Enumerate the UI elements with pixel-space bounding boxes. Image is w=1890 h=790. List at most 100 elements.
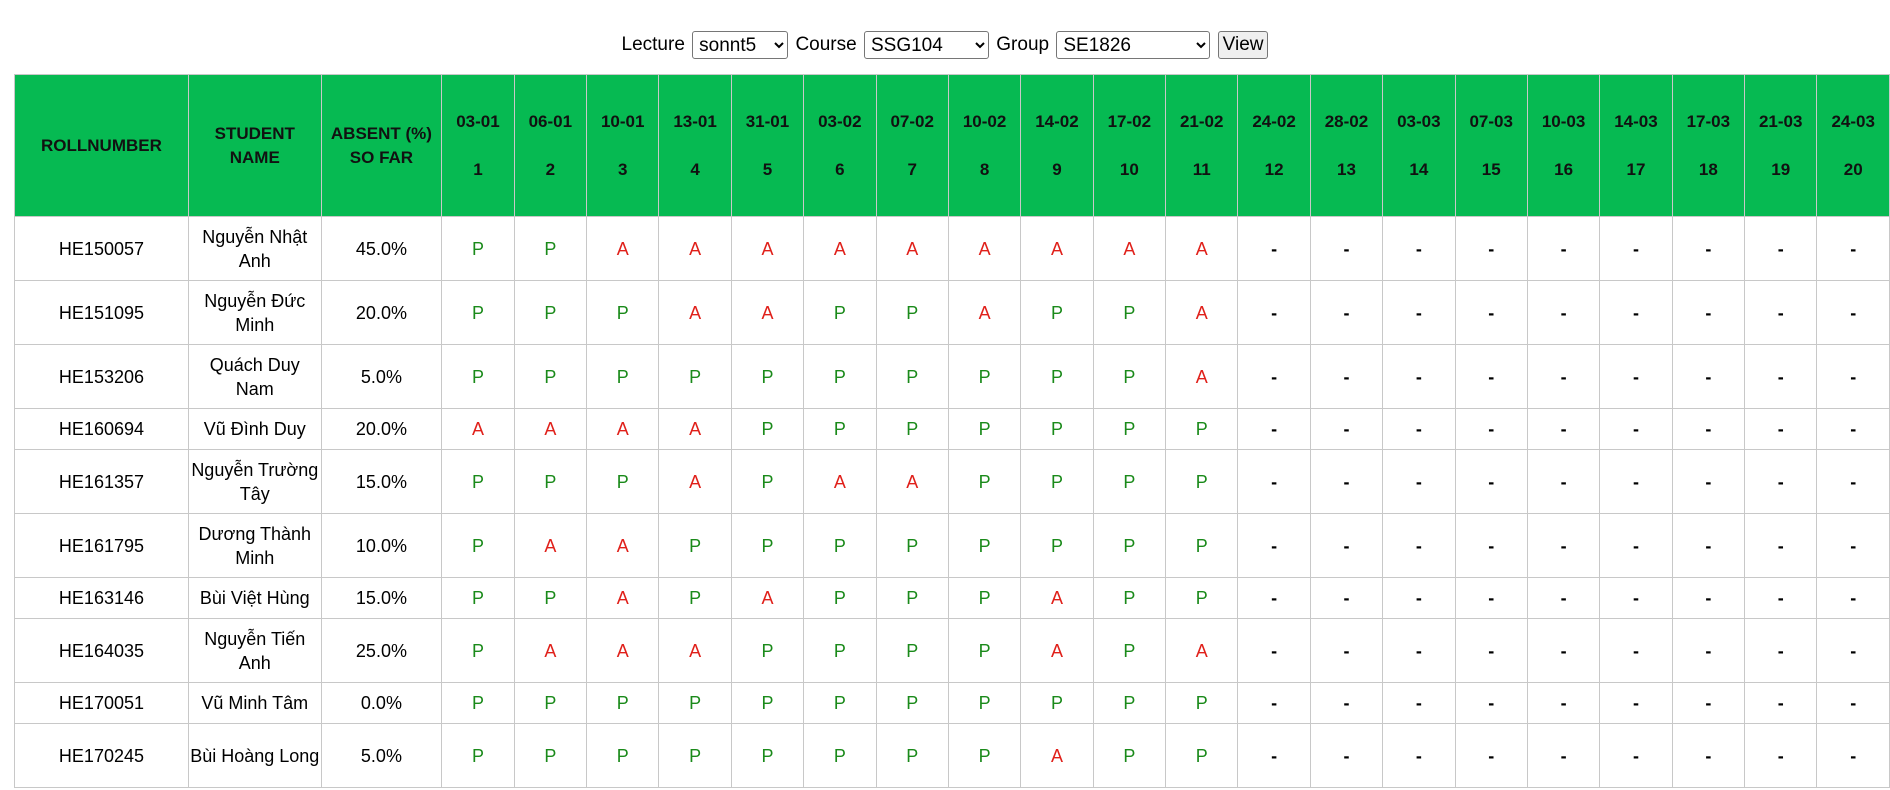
- attendance-cell: P: [947, 577, 1022, 619]
- table-row: HE164035 Nguyễn Tiến Anh 25.0% P A A A P P P P A P A -…: [14, 618, 1890, 683]
- session-date: 03-02: [818, 111, 862, 131]
- attendance-cell: P: [730, 344, 805, 409]
- course-select[interactable]: SSG104: [863, 31, 989, 59]
- attendance-cell: P: [803, 513, 877, 578]
- attendance-cell: -: [1454, 577, 1528, 619]
- session-date: 24-02: [1252, 111, 1296, 131]
- session-number: 3: [617, 159, 628, 179]
- roll-number-cell: HE161357: [14, 449, 189, 514]
- table-row: HE170051 Vũ Minh Tâm 0.0% P P P P P P P P P P P - - - - - -…: [14, 682, 1890, 724]
- attendance-cell: -: [1382, 408, 1456, 450]
- attendance-cell: -: [1454, 449, 1528, 514]
- attendance-cell: -: [1526, 682, 1601, 724]
- attendance-cell: A: [658, 280, 732, 345]
- attendance-cell: -: [1382, 344, 1456, 409]
- header-session: 03-01 1: [441, 74, 515, 217]
- attendance-cell: -: [1526, 408, 1601, 450]
- session-date: 10-03: [1541, 111, 1586, 131]
- attendance-cell: A: [513, 408, 588, 450]
- attendance-cell: -: [1526, 723, 1601, 788]
- session-number: 15: [1481, 159, 1501, 179]
- session-date: 03-01: [456, 111, 500, 131]
- session-number: 2: [545, 159, 556, 179]
- session-date: 03-03: [1397, 111, 1441, 131]
- attendance-cell: -: [1744, 216, 1818, 281]
- attendance-cell: A: [586, 577, 660, 619]
- attendance-cell: -: [1237, 513, 1311, 578]
- attendance-cell: -: [1816, 344, 1890, 409]
- student-name-cell: Nguyễn Nhật Anh: [187, 216, 322, 281]
- attendance-cell: -: [1816, 216, 1890, 281]
- attendance-cell: P: [947, 618, 1022, 683]
- attendance-cell: -: [1526, 280, 1601, 345]
- session-number: 11: [1192, 159, 1211, 179]
- session-date: 07-02: [890, 111, 934, 131]
- session-number: 12: [1264, 159, 1284, 179]
- header-session: 03-02 6: [803, 74, 877, 217]
- header-session: 13-01 4: [658, 74, 732, 217]
- attendance-cell: -: [1744, 449, 1818, 514]
- attendance-cell: A: [1020, 618, 1094, 683]
- session-date: 07-03: [1469, 111, 1513, 131]
- student-name-cell: Nguyễn Trường Tây: [187, 449, 322, 514]
- attendance-cell: P: [658, 723, 732, 788]
- student-name-cell: Quách Duy Nam: [187, 344, 322, 409]
- attendance-cell: -: [1816, 280, 1890, 345]
- header-session: 24-03 20: [1816, 74, 1890, 217]
- attendance-cell: P: [513, 577, 588, 619]
- attendance-cell: A: [658, 216, 732, 281]
- table-row: HE151095 Nguyễn Đức Minh 20.0% P P P A A P P A P P A -…: [14, 280, 1890, 345]
- student-name-cell: Dương Thành Minh: [187, 513, 322, 578]
- attendance-cell: -: [1382, 618, 1456, 683]
- view-button[interactable]: View: [1217, 31, 1269, 59]
- attendance-cell: A: [730, 280, 805, 345]
- attendance-cell: -: [1671, 723, 1746, 788]
- attendance-cell: P: [586, 344, 660, 409]
- attendance-cell: -: [1816, 682, 1890, 724]
- attendance-cell: -: [1382, 682, 1456, 724]
- attendance-cell: -: [1237, 618, 1311, 683]
- student-name-cell: Vũ Đình Duy: [187, 408, 322, 450]
- attendance-cell: A: [1020, 723, 1094, 788]
- attendance-cell: P: [1092, 513, 1167, 578]
- attendance-cell: A: [586, 618, 660, 683]
- attendance-cell: P: [441, 280, 515, 345]
- attendance-cell: P: [1165, 723, 1239, 788]
- session-date: 06-01: [528, 111, 573, 131]
- attendance-cell: P: [441, 682, 515, 724]
- attendance-cell: P: [947, 344, 1022, 409]
- group-select[interactable]: SE1826: [1056, 31, 1211, 59]
- header-session: 17-02 10: [1092, 74, 1167, 217]
- attendance-cell: P: [1092, 577, 1167, 619]
- roll-number-cell: HE161795: [14, 513, 189, 578]
- attendance-cell: P: [1092, 280, 1167, 345]
- header-session: 17-03 18: [1671, 74, 1746, 217]
- attendance-cell: A: [1165, 618, 1239, 683]
- attendance-cell: -: [1744, 344, 1818, 409]
- header-absent-percent: ABSENT (%) SO FAR: [320, 74, 443, 217]
- attendance-cell: -: [1237, 682, 1311, 724]
- attendance-cell: -: [1744, 682, 1818, 724]
- session-number: 8: [979, 159, 990, 179]
- session-date: 14-03: [1614, 111, 1658, 131]
- student-name-cell: Vũ Minh Tâm: [187, 682, 322, 724]
- table-row: HE153206 Quách Duy Nam 5.0% P P P P P P P P P P A - - - -…: [14, 344, 1890, 409]
- session-date: 31-01: [745, 111, 790, 131]
- session-number: 19: [1771, 159, 1791, 179]
- header-session: 06-01 2: [513, 74, 588, 217]
- session-date: 21-02: [1179, 111, 1224, 131]
- session-number: 7: [907, 159, 917, 179]
- attendance-cell: P: [1092, 723, 1167, 788]
- attendance-cell: -: [1744, 280, 1818, 345]
- session-number: 9: [1052, 159, 1062, 179]
- session-date: 28-02: [1324, 111, 1369, 131]
- student-name-cell: Nguyễn Tiến Anh: [187, 618, 322, 683]
- attendance-cell: -: [1526, 449, 1601, 514]
- attendance-cell: -: [1454, 408, 1528, 450]
- attendance-cell: -: [1671, 513, 1746, 578]
- session-date: 17-02: [1107, 111, 1152, 131]
- attendance-cell: P: [730, 408, 805, 450]
- lecture-label: Lecture: [621, 34, 685, 55]
- lecture-select[interactable]: sonnt5: [692, 31, 789, 59]
- roll-number-cell: HE164035: [14, 618, 189, 683]
